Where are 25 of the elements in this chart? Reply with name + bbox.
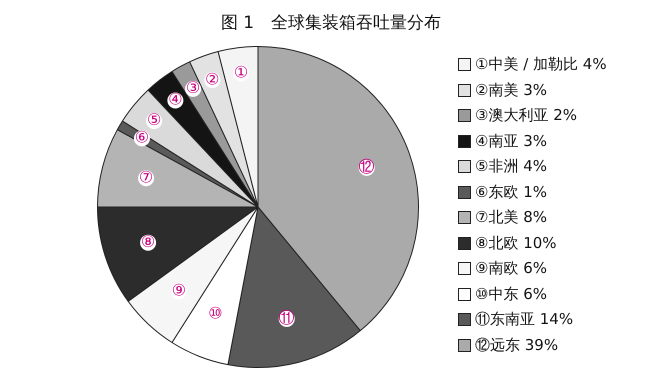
legend-label: ⑪东南亚 14% xyxy=(475,309,574,330)
legend-label: ①中美 / 加勒比 4% xyxy=(475,54,607,75)
legend-label: ⑫远东 39% xyxy=(475,334,558,356)
text: ② xyxy=(205,69,220,88)
text: ⑤ xyxy=(146,110,162,130)
text: ③ xyxy=(186,78,200,98)
text: ⑫ xyxy=(358,157,375,176)
legend-label: ⑧北欧 10% xyxy=(475,232,557,254)
legend-label: ⑦北美 8% xyxy=(475,207,548,228)
legend-label: ⑥东欧 1% xyxy=(475,182,548,202)
text: ⑨ xyxy=(172,280,186,300)
text: ⑪ xyxy=(278,308,295,328)
legend-label: ③澳大利亚 2% xyxy=(475,105,578,126)
legend-label: ⑩中东 6% xyxy=(475,284,548,304)
text: ⑧ xyxy=(140,232,156,251)
text: ① xyxy=(234,62,248,82)
text: ⑩ xyxy=(208,304,223,323)
text: ④ xyxy=(168,90,183,109)
chart-title: 图 1 全球集装箱吞吐量分布 xyxy=(220,12,442,35)
legend-label: ⑨南欧 6% xyxy=(475,258,548,279)
legend-label: ②南美 3% xyxy=(475,80,548,100)
legend-label: ④南亚 3% xyxy=(475,130,548,152)
text: ⑥ xyxy=(134,128,150,147)
text: ⑦ xyxy=(138,167,154,186)
legend-label: ⑤非洲 4% xyxy=(475,156,548,177)
